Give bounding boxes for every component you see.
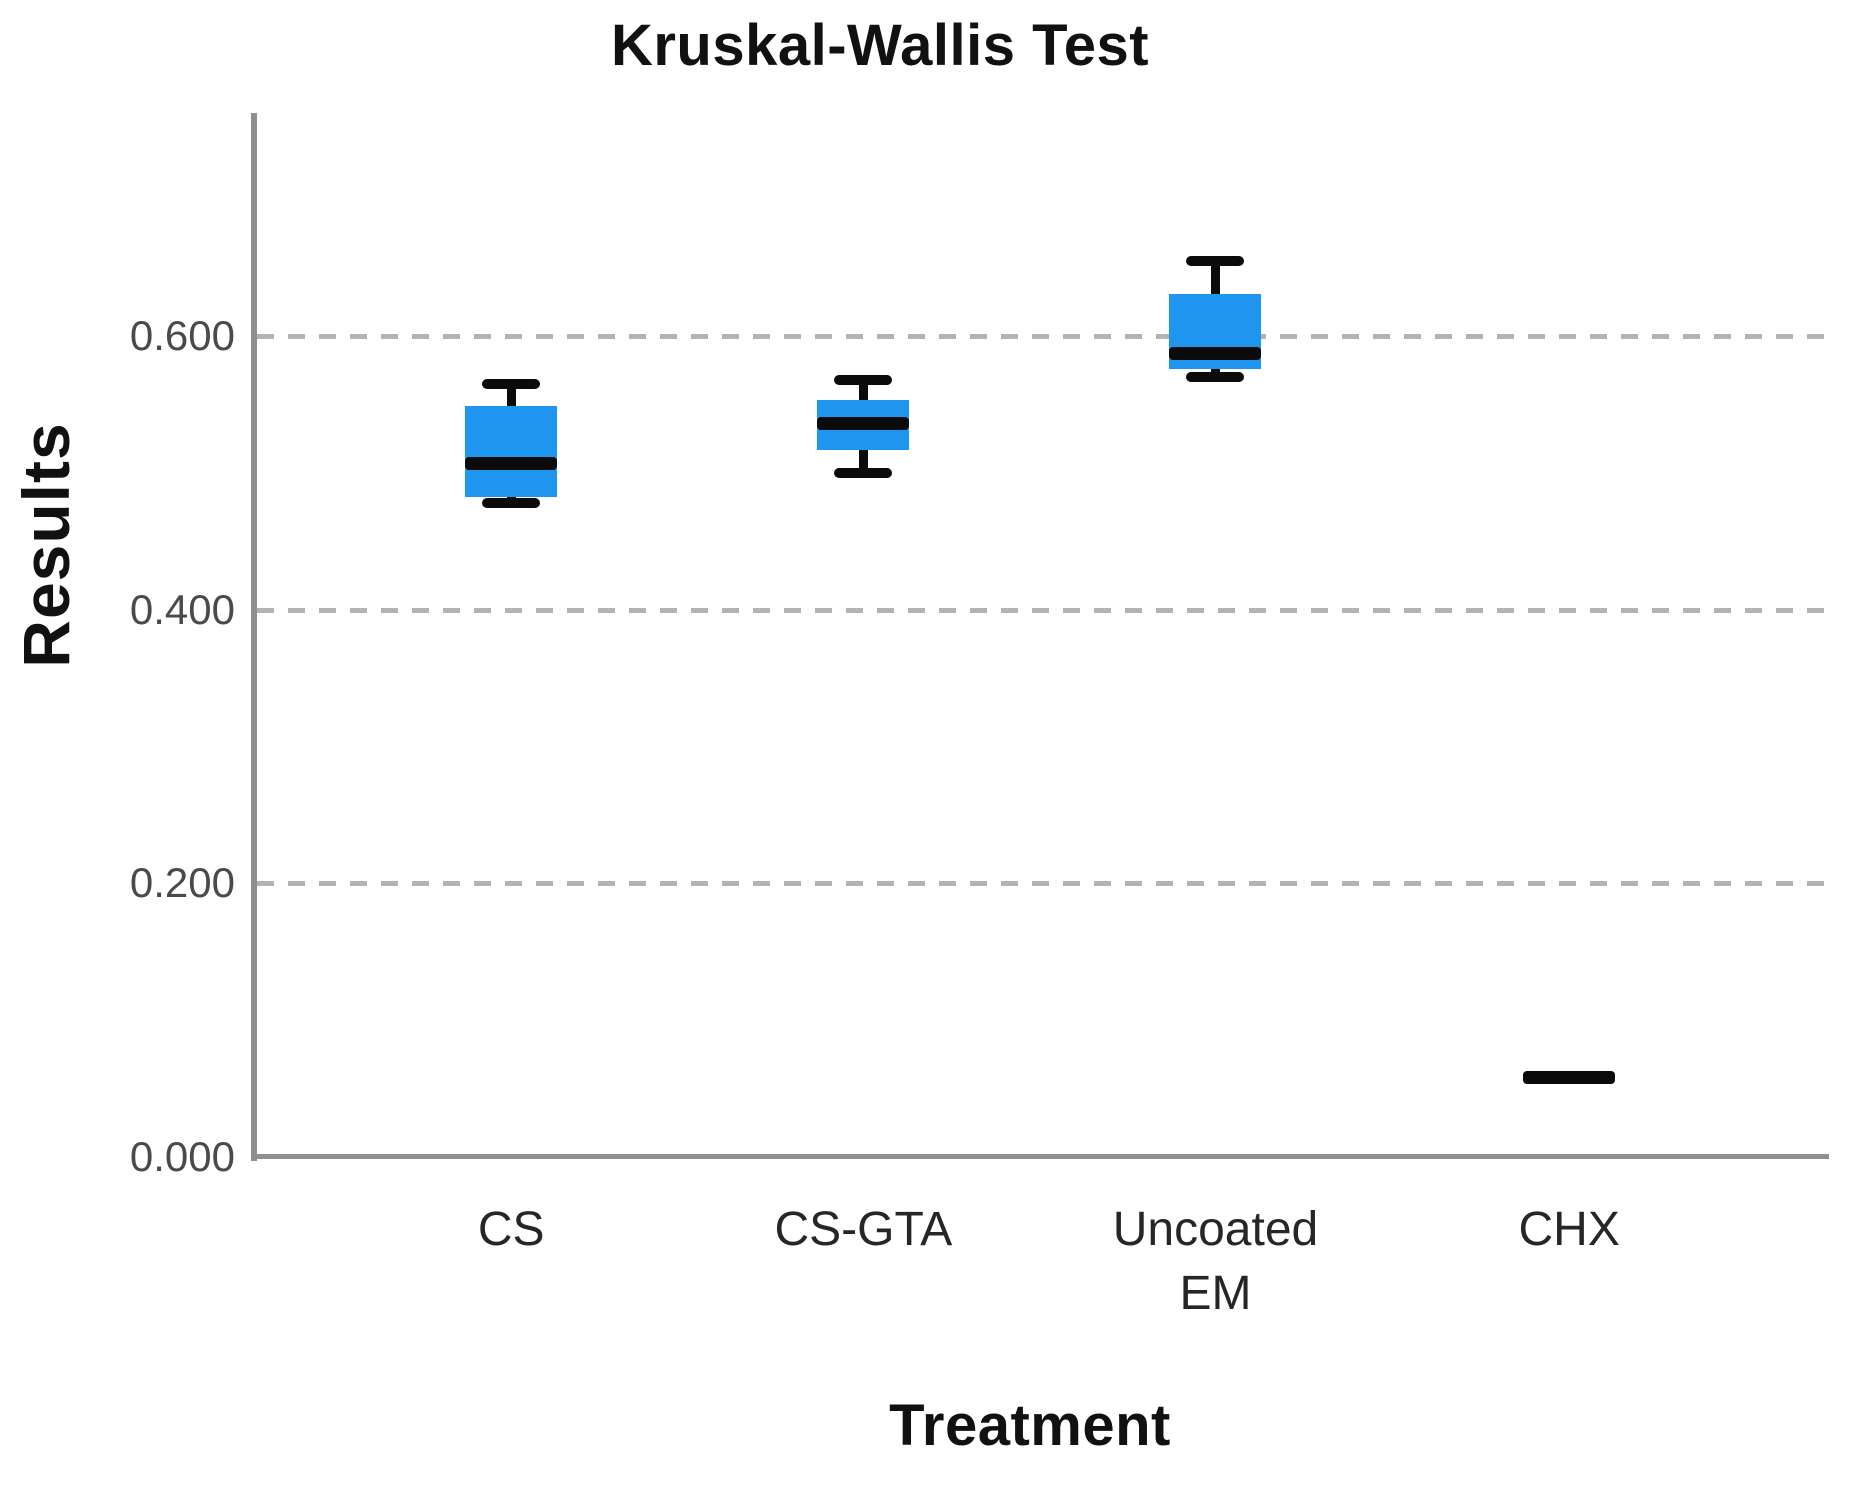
- y-tick-label: 0.000: [129, 1133, 235, 1180]
- category-label-CS: CS: [477, 1203, 545, 1256]
- iqr-box: [465, 405, 558, 498]
- whisker-cap-upper: [482, 378, 541, 389]
- category-label-CHX: CHX: [1518, 1203, 1620, 1256]
- y-tick-label: 0.600: [129, 312, 235, 360]
- median-line: [817, 417, 910, 431]
- whisker-cap-upper: [834, 374, 893, 385]
- gridline: [257, 334, 1825, 340]
- x-axis-title: Treatment: [889, 1393, 1171, 1458]
- median-line: [1169, 347, 1262, 361]
- whisker-cap-lower: [834, 467, 893, 478]
- gridline: [257, 607, 1825, 613]
- whisker-cap-upper: [1186, 255, 1245, 266]
- median-line: [465, 456, 558, 470]
- whisker-cap-lower: [1186, 372, 1245, 383]
- category-label-Uncoated-EM: Uncoated EM: [1112, 1203, 1319, 1320]
- category-label-CS-GTA: CS-GTA: [774, 1203, 953, 1256]
- median-line: [1523, 1071, 1616, 1085]
- whisker-stem-lower: [858, 449, 868, 473]
- y-tick-label: 0.200: [129, 859, 235, 907]
- plot-area: [251, 113, 1829, 1161]
- gridline: [257, 881, 1825, 887]
- whisker-stem-upper: [858, 379, 868, 401]
- chart-title: Kruskal-Wallis Test: [610, 13, 1150, 78]
- x-axis-line: [251, 1154, 1829, 1159]
- y-axis-line: [251, 113, 257, 1161]
- whisker-stem-upper: [1210, 260, 1220, 294]
- y-tick-label: 0.400: [129, 585, 235, 633]
- whisker-cap-lower: [482, 497, 541, 508]
- whisker-stem-upper: [506, 383, 516, 406]
